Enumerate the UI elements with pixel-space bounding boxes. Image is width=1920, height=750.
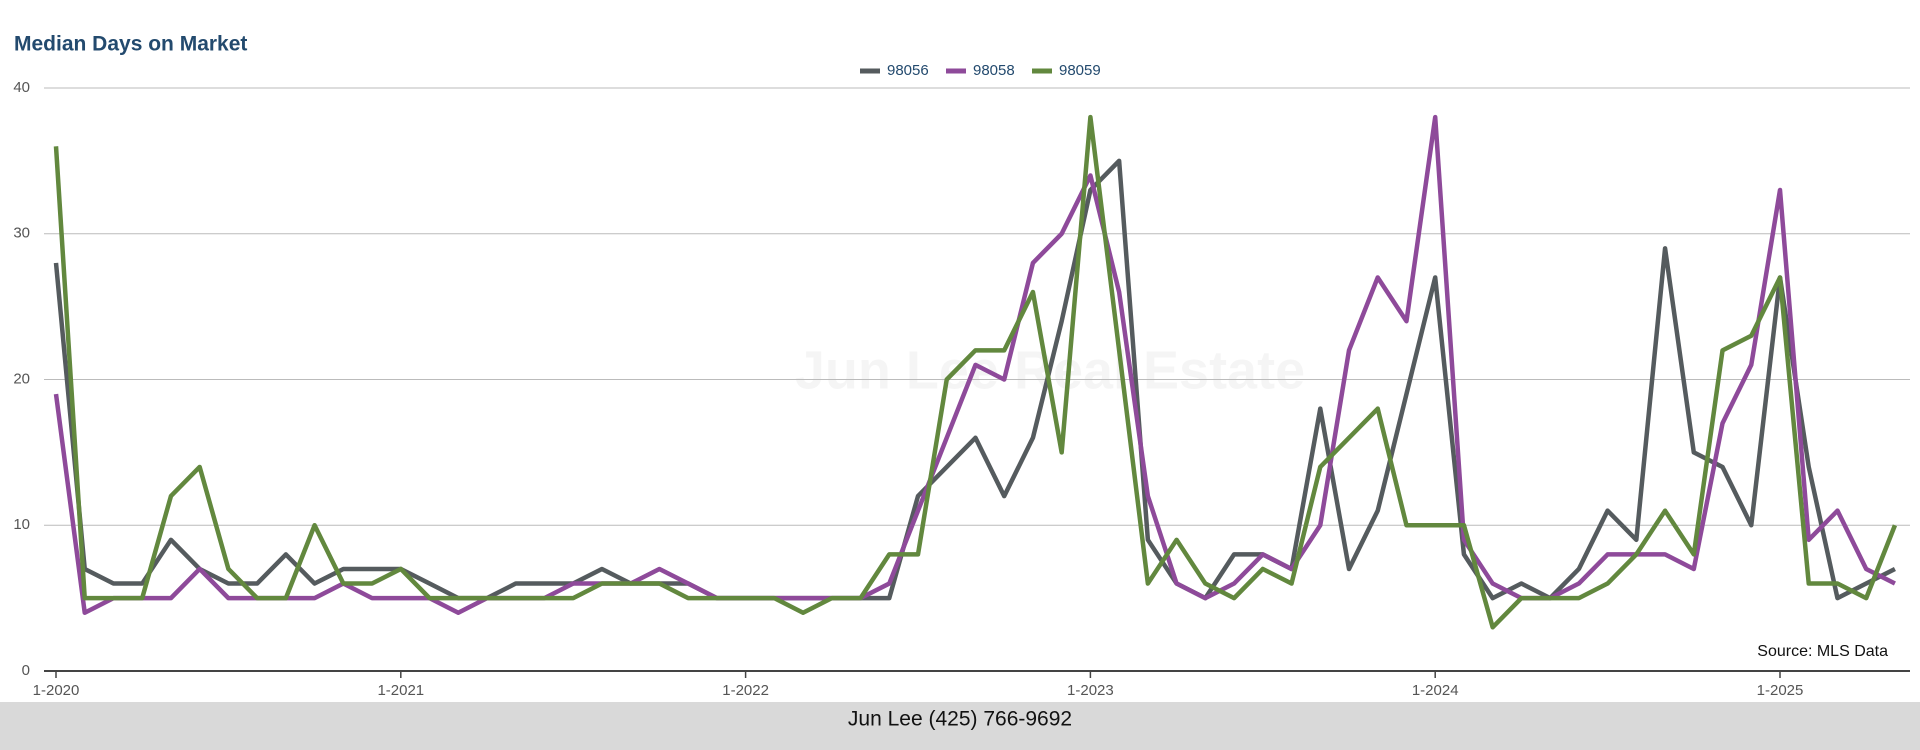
x-tick-label: 1-2020 [33, 682, 80, 699]
legend-label: 98058 [973, 62, 1015, 79]
legend-label: 98059 [1059, 62, 1101, 79]
series-line [53, 114, 1896, 615]
legend-label: 98056 [887, 62, 929, 79]
y-tick-label: 20 [13, 370, 30, 387]
series-line [53, 114, 1898, 630]
y-tick-label: 40 [13, 79, 30, 96]
y-tick-label: 30 [13, 225, 30, 242]
source-note: Source: MLS Data [1757, 643, 1888, 660]
y-tick-label: 0 [22, 662, 30, 679]
y-tick-label: 10 [13, 516, 30, 533]
series-line [53, 158, 1896, 601]
x-tick-label: 1-2025 [1757, 682, 1804, 699]
x-tick-label: 1-2024 [1412, 682, 1459, 699]
footer: Jun Lee (425) 766-9692 [848, 708, 1072, 731]
x-tick-label: 1-2023 [1067, 682, 1114, 699]
chart-title: Median Days on Market [14, 33, 247, 56]
x-tick-label: 1-2021 [377, 682, 424, 699]
x-tick-label: 1-2022 [722, 682, 769, 699]
footer-band [0, 702, 1920, 750]
